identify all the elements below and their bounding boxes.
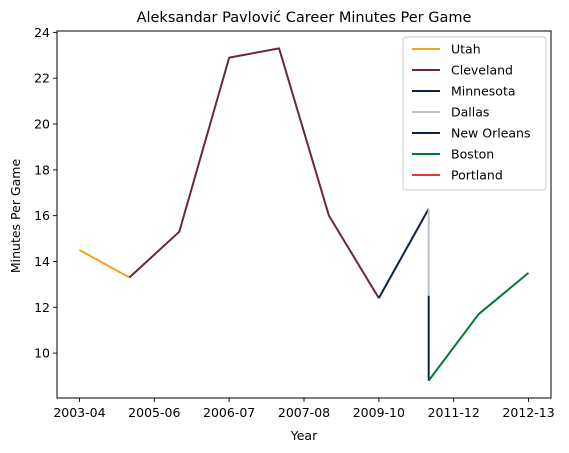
y-tick-label: 14: [34, 254, 50, 269]
legend-label: Portland: [451, 168, 503, 183]
x-axis-label: Year: [290, 428, 318, 443]
series-line-utah: [79, 249, 130, 279]
x-tick-label: 2012-13: [502, 405, 554, 420]
y-tick-label: 20: [34, 117, 50, 132]
chart-title: Aleksandar Pavlović Career Minutes Per G…: [137, 10, 472, 26]
legend-label: Minnesota: [451, 84, 516, 99]
series-layer: [79, 47, 530, 382]
x-tick-label: 2003-04: [53, 405, 105, 420]
legend-label: Cleveland: [451, 63, 513, 78]
y-tick-label: 22: [34, 71, 50, 86]
series-line-boston: [427, 272, 530, 382]
y-tick-label: 18: [34, 162, 50, 177]
legend-label: New Orleans: [451, 126, 530, 141]
x-tick-label: 2011-12: [428, 405, 480, 420]
legend-label: Dallas: [451, 105, 489, 120]
x-tick-label: 2009-10: [353, 405, 405, 420]
x-tick-label: 2005-06: [128, 405, 180, 420]
x-tick-label: 2006-07: [203, 405, 255, 420]
series-line-minnesota: [377, 208, 430, 299]
legend-box: [402, 36, 547, 191]
x-axis: 2003-04 2005-06 2006-07 2007-08 2009-10 2011-…: [53, 398, 555, 420]
y-tick-label: 16: [34, 208, 50, 223]
y-axis-label: Minutes Per Game: [8, 159, 23, 274]
legend: Utah Cleveland Minnesota Dallas New Orleans B…: [402, 36, 547, 191]
y-tick-label: 12: [34, 300, 50, 315]
y-tick-label: 10: [34, 346, 50, 361]
legend-label: Utah: [451, 42, 481, 57]
legend-label: Boston: [451, 147, 494, 162]
series-line-cleveland: [128, 47, 380, 299]
y-axis: 10 12 14 16 18 20 22 24: [34, 25, 57, 361]
x-tick-label: 2007-08: [278, 405, 330, 420]
y-tick-label: 24: [34, 25, 50, 40]
